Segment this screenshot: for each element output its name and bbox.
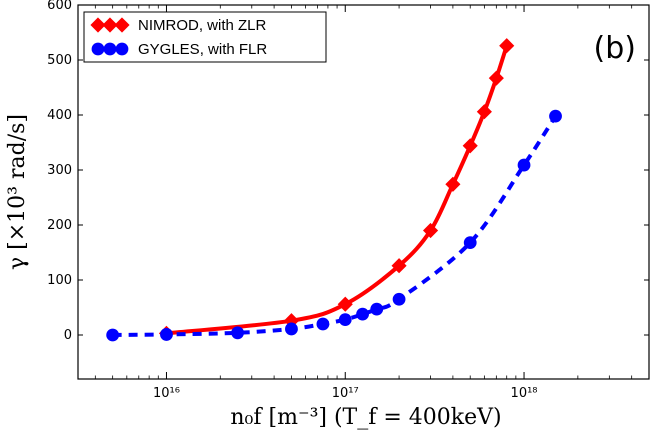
data-point [316,317,330,331]
data-point [338,313,352,327]
series [106,38,562,342]
data-point [106,328,120,342]
data-point [476,104,492,120]
y-tick-label: 500 [47,53,72,68]
legend-marker [115,42,129,56]
series-2 [106,109,562,342]
data-point [391,258,407,274]
x-axis: 10¹⁶ 10¹⁷ 10¹⁸ [94,5,650,401]
y-tick-label: 300 [47,163,72,178]
legend-marker [90,17,106,33]
y-tick-label: 0 [64,328,72,343]
legend-label: NIMROD, with ZLR [138,17,267,34]
legend-marker [91,42,105,56]
y-tick-label: 200 [47,218,72,233]
x-tick-label: 10¹⁶ [153,386,180,401]
legend-label: GYGLES, with FLR [138,41,267,58]
y-tick-label: 100 [47,273,72,288]
legend-entry: NIMROD, with ZLR [90,17,267,34]
panel-label: (b) [594,31,636,66]
data-point [392,292,406,306]
x-tick-label: 10¹⁸ [511,386,538,401]
data-point [445,176,461,192]
y-axis-label: γ [×10³ rad/s] [5,114,30,270]
data-point [337,296,353,312]
data-point [285,322,298,336]
legend-marker [102,17,118,33]
y-tick-label: 400 [47,108,72,123]
series-line [112,115,558,337]
data-point [488,70,504,86]
data-point [422,222,439,239]
legend: NIMROD, with ZLR GYGLES, with FLR [83,11,327,63]
data-point [462,138,478,154]
data-point [517,158,531,172]
data-point [160,328,173,341]
series-line [164,43,509,336]
data-point [549,109,562,123]
data-point [231,326,245,340]
y-tick-label: 600 [47,0,72,13]
data-point [356,307,369,321]
series-1 [158,38,515,341]
data-point [370,302,384,316]
data-point [463,236,477,250]
x-axis-label: n₀f [m⁻³] (T_f = 400keV) [230,405,501,430]
legend-marker [114,17,130,33]
legend-entry: GYGLES, with FLR [91,41,267,58]
legend-marker [103,42,117,56]
x-tick-label: 10¹⁷ [332,386,359,401]
y-axis: 0 100 200 300 400 500 600 [47,0,649,343]
plot-area [77,4,650,380]
data-point [499,38,515,54]
